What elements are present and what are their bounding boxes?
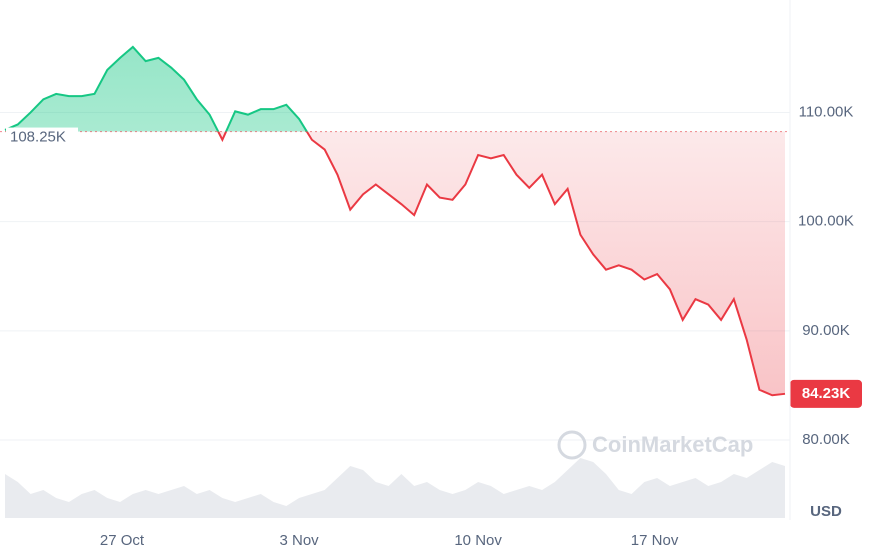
baseline-label: 108.25K bbox=[10, 129, 66, 146]
y-tick-label: 80.00K bbox=[802, 431, 850, 448]
x-tick-label: 27 Oct bbox=[100, 532, 145, 549]
x-tick-label: 3 Nov bbox=[280, 532, 320, 549]
y-tick-label: 100.00K bbox=[798, 213, 854, 230]
volume bbox=[5, 458, 785, 518]
currency-label: USD bbox=[810, 503, 842, 520]
current-price-bg bbox=[790, 379, 862, 408]
area-up bbox=[5, 46, 785, 132]
x-tick-label: 10 Nov bbox=[454, 532, 502, 549]
watermark-logo bbox=[557, 430, 587, 460]
price-line-down bbox=[217, 131, 786, 397]
y-tick-label: 110.00K bbox=[799, 103, 854, 120]
y-tick-label: 90.00K bbox=[802, 322, 850, 339]
plot: 108.25K 84.23K bbox=[0, 45, 862, 408]
watermark-text: CoinMarketCap bbox=[592, 432, 753, 457]
baseline-label-bg bbox=[6, 127, 78, 148]
current-price-label: 84.23K bbox=[802, 385, 851, 402]
watermark: CoinMarketCap bbox=[557, 430, 753, 460]
price-line-up bbox=[4, 45, 309, 132]
x-tick-label: 17 Nov bbox=[631, 532, 679, 549]
volume-area bbox=[5, 458, 785, 518]
